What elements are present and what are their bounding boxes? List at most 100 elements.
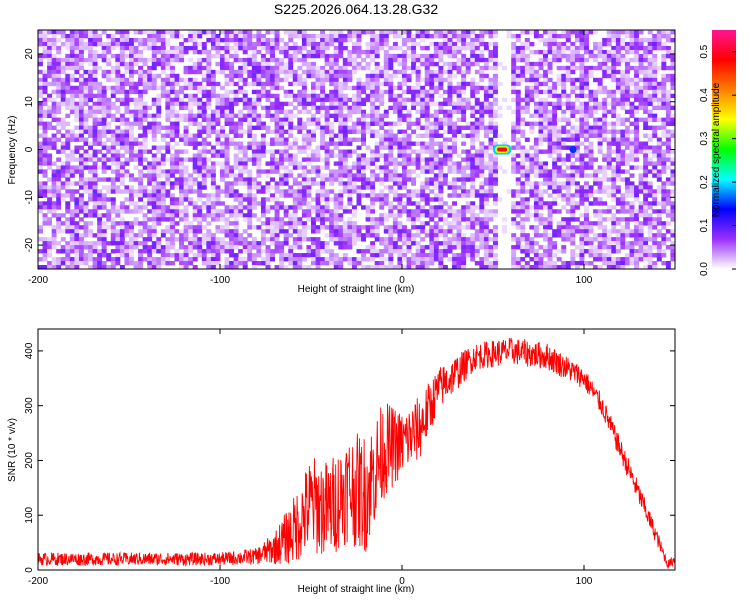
heatmap-cell [233, 165, 239, 170]
heatmap-cell [588, 69, 594, 75]
heatmap-cell [365, 53, 371, 59]
heatmap-cell [197, 30, 203, 35]
heatmap-cell [479, 69, 485, 75]
heatmap-cell [65, 177, 71, 182]
heatmap-cell [624, 125, 630, 130]
heatmap-cell [584, 113, 589, 119]
heatmap-cell [51, 61, 57, 67]
heatmap-cell [638, 61, 644, 67]
heatmap-cell [452, 125, 457, 130]
heatmap-cell [593, 173, 599, 178]
heatmap-cell [220, 113, 225, 119]
heatmap-cell [320, 113, 326, 119]
heatmap-cell [538, 113, 544, 119]
heatmap-cell [438, 65, 444, 71]
heatmap-cell [311, 165, 316, 170]
heatmap-cell [42, 30, 48, 35]
heatmap-cell [333, 201, 339, 206]
heatmap-cell [565, 77, 571, 83]
heatmap-cell [579, 161, 585, 166]
heatmap-cell [356, 77, 362, 83]
heatmap-cell [329, 81, 335, 87]
heatmap-cell [438, 93, 444, 99]
heatmap-cell [297, 117, 303, 123]
heatmap-cell [101, 105, 107, 111]
heatmap-cell [661, 117, 667, 123]
heatmap-cell [579, 73, 585, 79]
heatmap-cell [51, 225, 57, 230]
heatmap-cell [370, 101, 376, 107]
heatmap-cell [611, 61, 617, 67]
heatmap-cell [270, 221, 275, 226]
heatmap-cell [647, 101, 653, 107]
heatmap-cell [156, 85, 162, 91]
heatmap-cell [406, 193, 412, 198]
heatmap-cell [411, 189, 417, 194]
heatmap-cell [634, 77, 639, 83]
heatmap-cell [415, 189, 421, 194]
heatmap-cell [402, 113, 407, 119]
heatmap-cell [383, 193, 389, 198]
heatmap-cell [119, 181, 125, 186]
heatmap-cell [529, 125, 535, 130]
heatmap-cell [60, 93, 66, 99]
heatmap-cell [119, 57, 125, 63]
heatmap-cell [584, 149, 589, 154]
heatmap-cell [151, 229, 157, 234]
heatmap-cell [374, 81, 380, 87]
heatmap-cell [415, 73, 421, 79]
heatmap-cell [288, 221, 294, 226]
heatmap-cell [106, 137, 112, 142]
heatmap-cell [379, 125, 385, 130]
heatmap-cell [51, 37, 57, 43]
heatmap-cell [260, 89, 266, 95]
heatmap-cell [301, 185, 307, 190]
heatmap-cell [238, 149, 244, 154]
heatmap-cell [83, 69, 89, 75]
heatmap-cell [347, 137, 353, 142]
heatmap-cell [479, 201, 485, 206]
heatmap-cell [461, 149, 467, 154]
heatmap-cell [411, 93, 417, 99]
heatmap-cell [392, 157, 398, 162]
heatmap-cell [383, 33, 389, 39]
heatmap-cell [351, 33, 357, 39]
heatmap-cell [652, 89, 658, 95]
heatmap-cell [333, 161, 339, 166]
heatmap-cell [56, 205, 62, 210]
heatmap-cell [151, 121, 157, 126]
heatmap-cell [506, 30, 512, 35]
heatmap-cell [552, 125, 558, 130]
heatmap-cell [420, 213, 426, 218]
heatmap-cell [470, 37, 476, 43]
heatmap-cell [192, 69, 198, 75]
heatmap-cell [652, 165, 658, 170]
heatmap-cell [83, 177, 89, 182]
heatmap-cell [620, 89, 626, 95]
heatmap-cell [634, 41, 639, 47]
heatmap-cell [438, 201, 444, 206]
heatmap-cell [42, 81, 48, 87]
heatmap-cell [179, 157, 184, 162]
heatmap-cell [133, 89, 139, 95]
heatmap-cell [456, 125, 462, 130]
heatmap-cell [356, 101, 362, 107]
heatmap-cell [151, 181, 157, 186]
heatmap-cell [511, 129, 517, 134]
heatmap-cell [338, 205, 344, 210]
heatmap-cell [110, 129, 116, 134]
heatmap-cell [147, 229, 153, 234]
heatmap-cell [356, 93, 362, 99]
heatmap-cell [342, 225, 348, 230]
heatmap-cell [324, 125, 330, 130]
heatmap-cell [38, 209, 43, 214]
heatmap-cell [60, 185, 66, 190]
heatmap-cell [524, 181, 530, 186]
heatmap-cell [283, 189, 289, 194]
heatmap-cell [461, 225, 467, 230]
heatmap-cell [279, 221, 285, 226]
heatmap-cell [424, 185, 430, 190]
heatmap-cell [288, 117, 294, 123]
heatmap-cell [283, 145, 289, 150]
heatmap-cell [552, 165, 558, 170]
